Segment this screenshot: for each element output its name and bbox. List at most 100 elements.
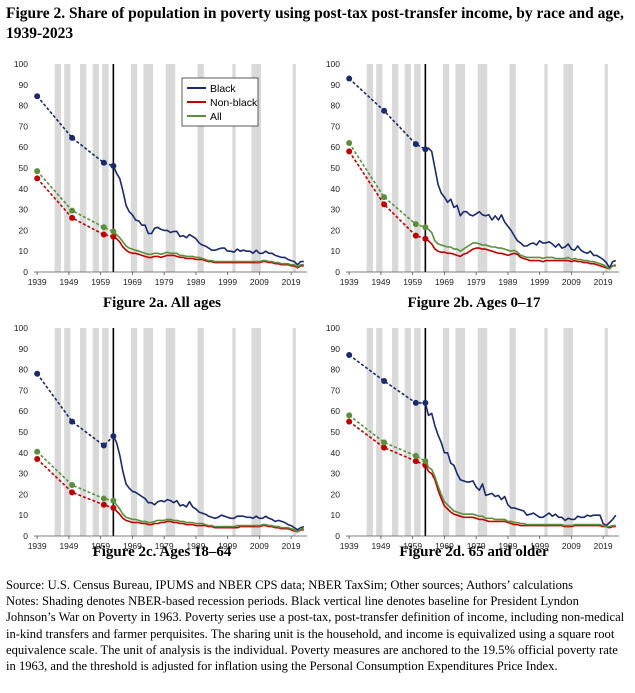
point-nonblack	[69, 214, 76, 221]
y-tick-label: 90	[331, 344, 341, 354]
recession-band	[477, 328, 481, 536]
series-nonblack-line	[112, 507, 304, 533]
y-tick-label: 40	[19, 448, 29, 458]
chart-panel-2a: 0 10 20 30 40 50 60 70 80 90 100 1939 1949 1959 1969 19…	[4, 56, 310, 288]
recession-band	[480, 64, 488, 272]
y-tick-label: 30	[331, 205, 341, 215]
series-nonblack-early-dashed	[36, 177, 114, 238]
chart-panel-2c: 0 10 20 30 40 50 60 70 80 90 100 1939 1949 1959 1969 19…	[4, 320, 310, 552]
series-black-line	[112, 165, 304, 266]
point-nonblack	[346, 148, 353, 155]
x-tick-label: 1969	[123, 277, 142, 287]
recession-band	[64, 64, 71, 272]
x-tick-label: 1939	[340, 541, 359, 551]
series-nonblack-early-dashed	[348, 150, 426, 240]
y-tick-label: 50	[19, 427, 29, 437]
point-black	[422, 399, 429, 406]
x-tick-label: 2009	[250, 541, 269, 551]
chart-svg: 0 10 20 30 40 50 60 70 80 90 100 1939 1949 1959 1969 19…	[14, 59, 307, 287]
recession-band	[168, 64, 176, 272]
y-tick-label: 100	[326, 59, 340, 69]
x-tick-label: 1979	[467, 277, 486, 287]
recession-band	[544, 64, 548, 272]
recession-band	[168, 328, 176, 536]
y-tick-label: 10	[331, 246, 341, 256]
series-black-line	[425, 147, 617, 269]
y-tick-label: 70	[19, 121, 29, 131]
x-tick-label: 1949	[371, 541, 390, 551]
recession-band	[130, 328, 138, 536]
y-tick-label: 30	[19, 469, 29, 479]
point-all	[381, 194, 388, 201]
caption-2a: Figure 2a. All ages	[102, 295, 222, 311]
point-all	[100, 224, 107, 231]
y-tick-label: 10	[331, 510, 341, 520]
y-tick-label: 30	[19, 205, 29, 215]
figure-title: Figure 2. Share of population in poverty…	[6, 5, 624, 42]
point-nonblack	[346, 418, 353, 425]
recession-band	[414, 328, 421, 536]
recession-band	[544, 328, 548, 536]
recession-band	[509, 64, 516, 272]
series-all-line	[112, 500, 304, 533]
legend-label-black: Black	[210, 83, 236, 95]
recession-band	[392, 328, 399, 536]
x-tick-label: 1979	[467, 541, 486, 551]
legend-label-nonblack: Non-black	[210, 97, 258, 109]
recession-band	[455, 64, 466, 272]
recession-band	[80, 64, 87, 272]
series-black-line	[112, 435, 305, 531]
y-tick-label: 90	[19, 80, 29, 90]
x-tick-label: 1979	[155, 277, 174, 287]
series-all-line	[424, 226, 617, 270]
series-all-early-dashed	[348, 414, 426, 462]
recession-band	[392, 64, 399, 272]
y-tick-label: 10	[19, 510, 29, 520]
x-tick-label: 1959	[403, 277, 422, 287]
recession-band	[143, 328, 154, 536]
series-nonblack-early-dashed	[348, 420, 426, 467]
x-tick-label: 2009	[562, 277, 581, 287]
recession-band	[232, 328, 236, 536]
recession-band	[376, 328, 383, 536]
x-tick-label: 1949	[371, 277, 390, 287]
chart-panel-2d: 0 10 20 30 40 50 60 70 80 90 100 1939 1949 1959 1969 19…	[316, 320, 622, 552]
point-nonblack	[69, 489, 76, 496]
y-tick-label: 60	[331, 406, 341, 416]
y-tick-label: 100	[14, 59, 28, 69]
series-all-line	[424, 460, 616, 528]
y-tick-label: 40	[19, 184, 29, 194]
y-tick-label: 70	[331, 385, 341, 395]
y-tick-label: 80	[19, 101, 29, 111]
point-black	[422, 146, 429, 153]
x-tick-label: 1989	[498, 541, 517, 551]
point-all	[34, 448, 41, 455]
notes-block: Source: U.S. Census Bureau, IPUMS and NB…	[6, 577, 630, 674]
point-black	[412, 141, 419, 148]
series-nonblack-line	[424, 464, 616, 529]
point-nonblack	[381, 444, 388, 451]
x-tick-label: 1989	[498, 277, 517, 287]
point-black	[381, 107, 388, 114]
recession-band	[251, 64, 261, 272]
recession-band	[477, 64, 481, 272]
x-tick-label: 1999	[218, 541, 237, 551]
legend: Black Non-black All	[181, 77, 259, 127]
x-tick-label: 1989	[186, 277, 205, 287]
y-tick-label: 30	[331, 469, 341, 479]
series-black-early-dashed	[36, 373, 114, 447]
recession-band	[102, 64, 109, 272]
x-tick-label: 1999	[530, 277, 549, 287]
recession-band	[130, 64, 138, 272]
point-all	[412, 452, 419, 459]
y-tick-label: 20	[19, 225, 29, 235]
x-tick-label: 2019	[594, 541, 613, 551]
y-tick-label: 60	[331, 142, 341, 152]
point-black	[69, 134, 76, 141]
series-nonblack-line	[112, 235, 304, 269]
x-tick-label: 2019	[282, 277, 301, 287]
recession-band	[404, 64, 412, 272]
point-nonblack	[381, 201, 388, 208]
y-tick-label: 40	[331, 448, 341, 458]
y-tick-label: 0	[335, 267, 340, 277]
